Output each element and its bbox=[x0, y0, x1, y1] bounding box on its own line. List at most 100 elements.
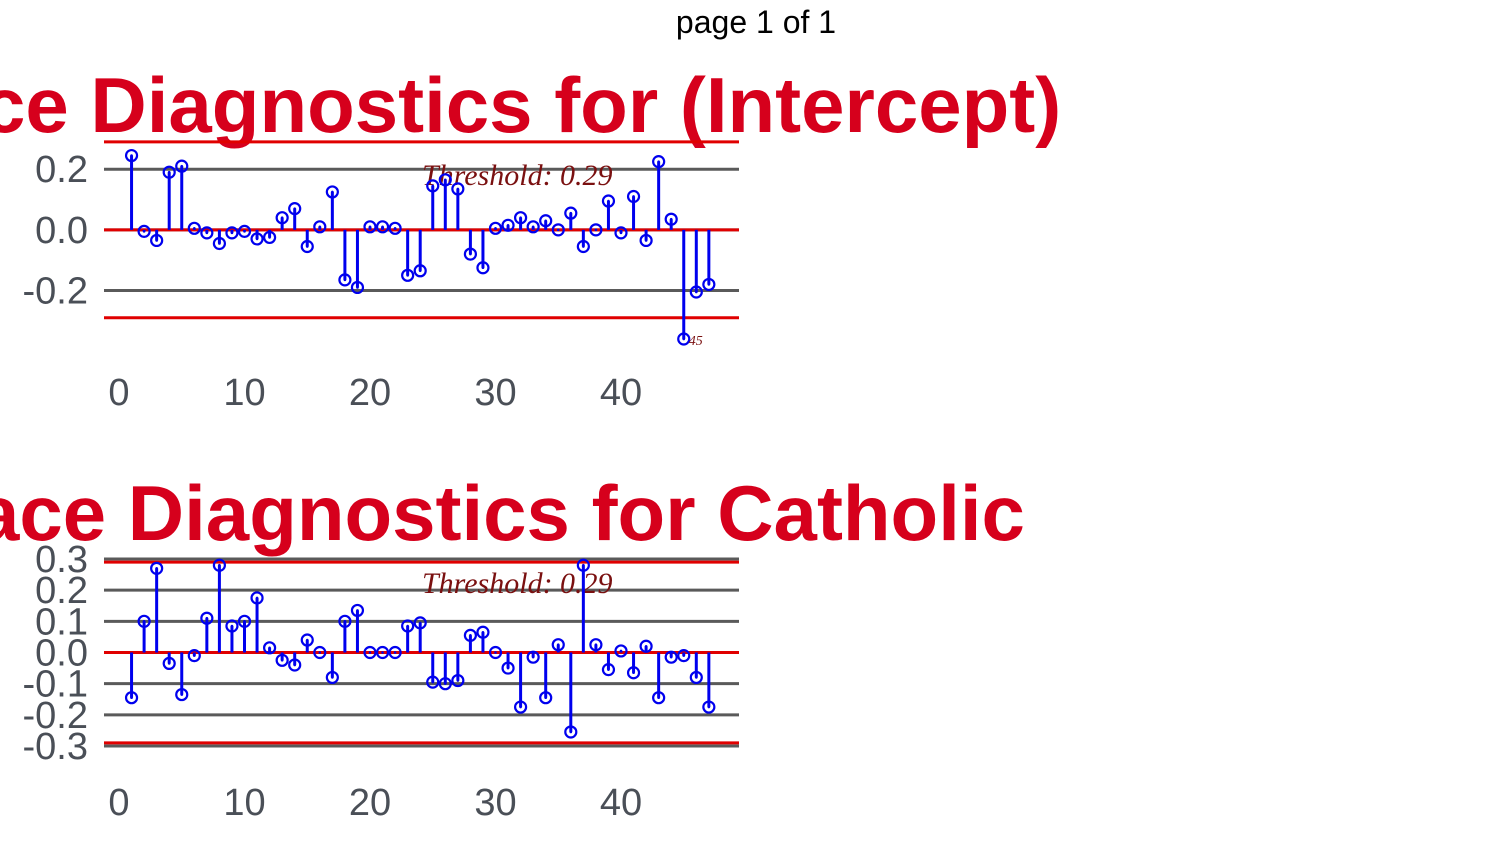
chart2-point-center bbox=[255, 596, 259, 600]
chart2-x-tick-label: 20 bbox=[349, 782, 391, 824]
chart1-point-center bbox=[481, 266, 485, 270]
chart1-point bbox=[375, 220, 390, 234]
chart2-y-tick-label: 0.2 bbox=[35, 570, 88, 612]
chart2-point-center bbox=[130, 696, 133, 699]
chart1-x-tick-label: 40 bbox=[600, 372, 642, 414]
chart2-point bbox=[488, 645, 503, 660]
chart2-point bbox=[225, 619, 239, 633]
chart2-threshold-label: Threshold: 0.29 bbox=[422, 567, 613, 600]
chart2-point bbox=[175, 687, 189, 702]
chart1-point bbox=[601, 194, 616, 208]
chart2-point-center bbox=[381, 651, 384, 654]
chart1-point bbox=[175, 159, 189, 173]
chart1-point-center bbox=[469, 252, 472, 256]
chart2-point-center bbox=[406, 624, 409, 628]
chart1-point bbox=[350, 280, 365, 295]
chart1-x-tick-label: 20 bbox=[349, 372, 391, 414]
chart2-point bbox=[363, 645, 377, 660]
chart2-point bbox=[124, 691, 139, 705]
chart2-point-center bbox=[180, 693, 184, 696]
chart1-point-center bbox=[594, 228, 598, 232]
chart1-point bbox=[250, 232, 264, 246]
chart1-point bbox=[589, 223, 603, 237]
chart2-y-tick-label: -0.1 bbox=[23, 664, 88, 706]
chart1-point bbox=[689, 285, 703, 299]
chart2-x-tick-label: 0 bbox=[108, 782, 129, 824]
chart2-point-center bbox=[431, 680, 435, 684]
chart2-point bbox=[338, 614, 352, 628]
chart2-point-center bbox=[393, 651, 397, 654]
chart2-point bbox=[212, 558, 226, 572]
chart1-point bbox=[325, 185, 339, 199]
chart1-point-center bbox=[218, 242, 221, 245]
chart2-point bbox=[137, 614, 151, 628]
chart2-point-center bbox=[695, 676, 698, 679]
chart2-point bbox=[463, 628, 477, 642]
chart1-point-center bbox=[368, 225, 372, 229]
chart2-point bbox=[288, 658, 302, 672]
chart2-point bbox=[313, 645, 327, 660]
chart2-point-center bbox=[481, 630, 485, 634]
chart1-point-center bbox=[418, 269, 422, 273]
chart2-point bbox=[162, 656, 176, 671]
chart1-point-center bbox=[255, 237, 259, 241]
chart1-point-center bbox=[230, 231, 234, 235]
chart1-point-center bbox=[318, 225, 322, 229]
chart2-point bbox=[275, 653, 289, 667]
chart1-point-center bbox=[268, 236, 271, 239]
chart2-point bbox=[350, 603, 365, 618]
chart1-point-center bbox=[381, 225, 384, 229]
chart2-point bbox=[200, 611, 214, 625]
chart2-x-tick-label: 30 bbox=[474, 782, 516, 824]
chart2-point bbox=[551, 638, 565, 652]
chart1-y-tick-label: 0.2 bbox=[35, 149, 88, 191]
chart1-point-center bbox=[695, 290, 698, 294]
chart1-point-center bbox=[155, 239, 158, 242]
chart2-y-tick-label: 0.1 bbox=[35, 601, 88, 643]
chart1-point bbox=[451, 182, 465, 196]
chart1-point bbox=[124, 148, 139, 163]
chart1-point bbox=[313, 220, 327, 234]
chart2-point bbox=[150, 561, 164, 575]
chart1-point-center bbox=[456, 187, 460, 191]
chart2-point-center bbox=[519, 705, 522, 709]
chart1-point-center bbox=[293, 207, 297, 210]
chart1-point-center bbox=[632, 195, 635, 198]
chart2-y-tick-label: -0.3 bbox=[23, 726, 88, 768]
chart2-point bbox=[237, 614, 252, 628]
chart1-point bbox=[664, 212, 678, 226]
chart2-point-center bbox=[619, 649, 623, 653]
chart1-point bbox=[150, 233, 164, 248]
chart2-point bbox=[325, 670, 339, 685]
chart1-point-center bbox=[682, 337, 686, 341]
chart2-point-center bbox=[556, 643, 560, 647]
chart2-point-center bbox=[669, 655, 673, 659]
chart2-point bbox=[300, 633, 314, 647]
chart2-point-center bbox=[243, 620, 246, 623]
chart2-point-center bbox=[305, 638, 309, 642]
chart2-point-center bbox=[632, 671, 635, 675]
chart2-title: ace Diagnostics for Catholic bbox=[0, 469, 1025, 557]
chart1-point-center bbox=[506, 223, 510, 227]
chart1-point bbox=[288, 202, 302, 216]
chart1-point-center bbox=[142, 230, 146, 233]
chart2-point bbox=[250, 591, 264, 605]
chart2-point-center bbox=[582, 563, 585, 567]
chart2-point-center bbox=[594, 643, 598, 647]
chart2-x-tick-label: 10 bbox=[223, 782, 265, 824]
chart2-point bbox=[426, 675, 440, 689]
chart1-y-tick-label: -0.2 bbox=[23, 270, 88, 312]
chart1-point-center bbox=[193, 227, 196, 230]
chart1-point bbox=[363, 220, 377, 234]
chart2-point bbox=[438, 677, 452, 691]
chart2-point-center bbox=[167, 662, 171, 665]
chart1-point-center bbox=[331, 190, 334, 194]
chart2-point-center bbox=[707, 705, 711, 709]
chart2-point-center bbox=[280, 658, 284, 662]
chart2-point-center bbox=[218, 563, 221, 567]
chart1-point bbox=[438, 173, 452, 187]
chart2-point-center bbox=[456, 679, 460, 682]
chart2-point bbox=[375, 645, 390, 660]
chart2-y-tick-label: 0.0 bbox=[35, 633, 88, 675]
chart1-point bbox=[401, 268, 415, 282]
